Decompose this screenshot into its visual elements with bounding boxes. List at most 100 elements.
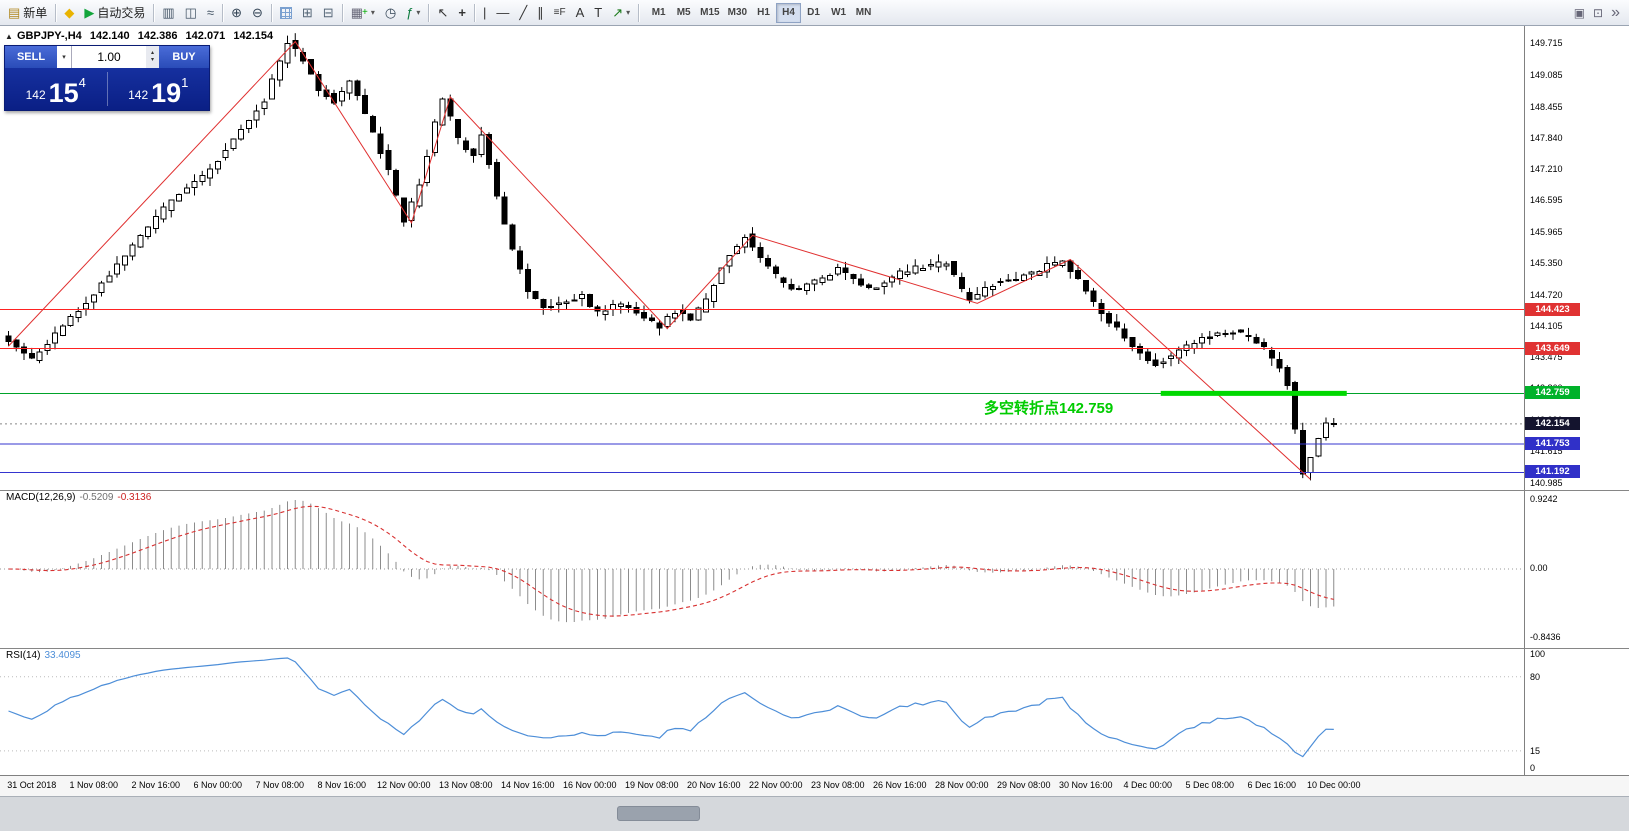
horizontal-line-icon: — — [496, 5, 510, 20]
price-axis: 149.715 149.085 148.455 147.840 147.210 146.5… — [1524, 26, 1629, 775]
time-axis-label: 14 Nov 16:00 — [500, 780, 555, 790]
period-clock-button[interactable]: ◷ — [380, 2, 401, 24]
crosshair-button[interactable]: + — [453, 2, 471, 24]
vertical-line-icon: | — [482, 5, 487, 20]
timeframe-w1[interactable]: W1 — [826, 3, 851, 23]
expert-advisor-button[interactable]: ◆ — [59, 2, 79, 24]
auto-trading-play-icon: ▶ — [84, 5, 95, 20]
macd-axis-label: -0.8436 — [1530, 632, 1561, 642]
zoom-out-icon: ⊖ — [251, 5, 263, 20]
rsi-value: 33.4095 — [44, 650, 81, 661]
sell-price[interactable]: 142 15 4 — [5, 68, 107, 110]
buy-button[interactable]: BUY — [159, 46, 209, 68]
new-order-label: 新单 — [23, 6, 48, 20]
line-chart-icon: ≈ — [206, 5, 215, 20]
toolbar-separator — [222, 3, 224, 22]
macd-indicator-label: MACD(12,26,9) -0.5209 -0.3136 — [6, 492, 151, 503]
price-axis-label: 143.475 — [1530, 352, 1563, 363]
pane-separator[interactable] — [0, 490, 1629, 491]
time-axis-label: 1 Nov 08:00 — [69, 780, 119, 790]
cursor-button[interactable]: ↖ — [432, 2, 453, 24]
chevron-down-icon: ▾ — [416, 8, 421, 17]
window-restore-icon[interactable]: ▣ — [1573, 5, 1586, 20]
timeframe-d1[interactable]: D1 — [801, 3, 826, 23]
time-axis-label: 29 Nov 08:00 — [996, 780, 1051, 790]
cursor-icon: ↖ — [437, 5, 449, 20]
ohlc-low: 142.071 — [185, 30, 226, 42]
auto-trading-button[interactable]: ▶ 自动交易 — [79, 2, 150, 24]
price-axis-label: 148.455 — [1530, 101, 1563, 112]
timeframe-h1[interactable]: H1 — [751, 3, 776, 23]
candlestick-icon: ◫ — [184, 5, 197, 20]
grid-button[interactable] — [275, 2, 297, 24]
cascade-windows-button[interactable]: ⊟ — [318, 2, 339, 24]
toolbar-overflow-icon[interactable]: » — [1611, 3, 1620, 21]
buy-price-prefix: 142 — [128, 88, 149, 102]
zoom-out-button[interactable]: ⊖ — [247, 2, 268, 24]
toolbar-separator — [473, 3, 475, 22]
bar-chart-button[interactable]: ▥ — [157, 2, 179, 24]
timeframe-h4[interactable]: H4 — [776, 2, 802, 23]
sell-price-prefix: 142 — [25, 88, 46, 102]
ohlc-high: 142.386 — [137, 30, 178, 42]
tile-windows-icon: ⊞ — [301, 5, 313, 20]
new-chart-button[interactable]: ▦ + ▾ — [346, 2, 380, 24]
line-chart-button[interactable]: ≈ — [202, 2, 219, 24]
arrows-tool-button[interactable]: ↗ ▾ — [607, 2, 635, 24]
time-axis-label: 6 Dec 16:00 — [1247, 780, 1297, 790]
sell-price-sup: 4 — [78, 75, 86, 90]
horizontal-line-button[interactable]: — — [491, 2, 514, 24]
pane-separator[interactable] — [0, 648, 1629, 649]
toolbar-separator — [428, 3, 430, 22]
zoom-in-button[interactable]: ⊕ — [226, 2, 247, 24]
ohlc-open: 142.140 — [89, 30, 130, 42]
timeframe-m1[interactable]: M1 — [646, 3, 671, 23]
price-tag-141.753: 141.753 — [1525, 437, 1580, 451]
label-tool-button[interactable]: T — [589, 2, 607, 24]
horizontal-scrollbar-thumb[interactable] — [617, 806, 700, 821]
trendline-button[interactable]: ╱ — [514, 2, 532, 24]
rsi-axis-label: 80 — [1530, 671, 1541, 682]
time-axis-label: 31 Oct 2018 — [7, 780, 57, 790]
macd-signal-value: -0.3136 — [117, 492, 152, 503]
indicators-button[interactable]: ƒ ▾ — [401, 2, 425, 24]
candlestick-chart-button[interactable]: ◫ — [180, 2, 202, 24]
price-axis-label: 149.715 — [1530, 38, 1563, 49]
price-axis-label: 147.210 — [1530, 164, 1563, 175]
time-axis: 31 Oct 2018 1 Nov 08:00 2 Nov 16:00 6 Nov 0… — [0, 775, 1629, 796]
timeframe-m30[interactable]: M30 — [724, 3, 751, 23]
time-axis-label: 10 Dec 00:00 — [1306, 780, 1361, 790]
bar-chart-icon: ▥ — [162, 5, 175, 20]
volume-stepper[interactable]: ▴ ▾ — [146, 46, 159, 68]
one-click-trading-panel: SELL ▾ ▴ ▾ BUY 142 15 4 142 19 1 — [4, 45, 210, 111]
timeframe-m15[interactable]: M15 — [696, 3, 723, 23]
symbol-ohlc-header: GBPJPY-,H4 142.140 142.386 142.071 142.1… — [17, 30, 278, 42]
new-window-icon[interactable]: ⊡ — [1593, 5, 1604, 20]
text-tool-button[interactable]: A — [571, 2, 590, 24]
timeframe-m5[interactable]: M5 — [671, 3, 696, 23]
macd-axis-label: 0.9242 — [1530, 494, 1558, 504]
trade-panel-toggle[interactable]: ▲ — [5, 32, 13, 41]
timeframe-mn[interactable]: MN — [851, 3, 876, 23]
fibonacci-button[interactable]: ≡F — [549, 2, 571, 24]
sell-price-big: 15 — [48, 78, 79, 109]
toolbar-separator — [341, 3, 343, 22]
price-axis-label: 144.105 — [1530, 320, 1563, 331]
time-axis-label: 12 Nov 00:00 — [376, 780, 431, 790]
indicators-icon: ƒ — [406, 5, 414, 20]
volume-input[interactable] — [72, 46, 146, 68]
sell-button[interactable]: SELL — [5, 46, 57, 68]
macd-main-value: -0.5209 — [79, 492, 114, 503]
stepper-down-icon: ▾ — [150, 57, 154, 63]
channel-button[interactable]: ∥ — [532, 2, 549, 24]
time-axis-label: 30 Nov 16:00 — [1058, 780, 1113, 790]
tile-windows-button[interactable]: ⊞ — [297, 2, 318, 24]
buy-price[interactable]: 142 19 1 — [108, 68, 210, 110]
plus-icon: + — [361, 6, 368, 18]
new-order-button[interactable]: ▤ 新单 — [3, 2, 52, 24]
vertical-line-button[interactable]: | — [478, 2, 491, 24]
volume-dropdown[interactable]: ▾ — [57, 46, 72, 68]
macd-name: MACD(12,26,9) — [6, 492, 76, 503]
toolbar-separator — [153, 3, 155, 22]
text-tool-icon: A — [575, 5, 585, 20]
